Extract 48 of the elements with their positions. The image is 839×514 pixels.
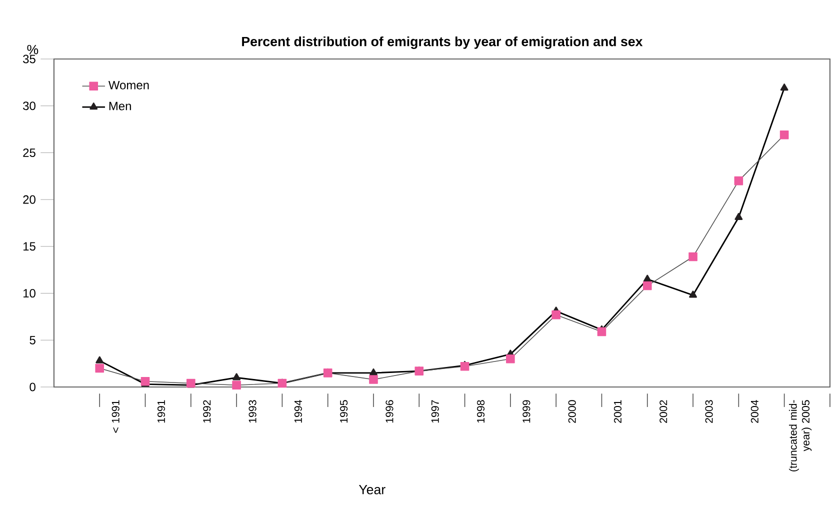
point (689, 290, 697, 298)
x-tick-label: 1998 (477, 400, 485, 423)
x-tick-label: 1992 (203, 400, 211, 423)
point (688, 252, 698, 262)
point (506, 354, 515, 364)
legend-label: Men (109, 102, 131, 110)
x-tick-label: < 1991 (112, 400, 120, 433)
y-tick-label: 30 (23, 102, 36, 110)
x-tick-label: 1993 (248, 400, 256, 423)
x-tick-label: 2003 (705, 400, 713, 423)
y-tick-label: 20 (23, 195, 36, 204)
chart-title: Percent distribution of emigrants by year of emigration and sex (242, 36, 643, 49)
y-tick-label: 5 (30, 336, 36, 344)
x-tick-label: 1997 (431, 400, 439, 423)
point (734, 212, 743, 220)
x-axis-title: Year (358, 484, 386, 494)
y-tick-label: 10 (23, 289, 36, 298)
x-tick-label: (truncated mid-year) 2005 (788, 400, 812, 472)
point (140, 376, 150, 386)
point (643, 274, 652, 282)
point (734, 176, 744, 186)
x-tick-label: 2000 (568, 400, 576, 423)
point (780, 130, 789, 140)
point (642, 281, 652, 290)
y-tick-label: 25 (23, 148, 36, 157)
point (232, 380, 241, 390)
point (460, 362, 470, 371)
x-tick-label: 2004 (750, 400, 758, 423)
x-tick-label: 1991 (157, 400, 166, 423)
point (232, 373, 241, 380)
point (96, 356, 104, 364)
y-tick-label: 35 (23, 54, 36, 64)
point (95, 364, 104, 373)
y-tick-label: 15 (23, 242, 36, 251)
legend-label: Women (108, 80, 149, 90)
x-tick-label: 2002 (660, 400, 668, 423)
point (370, 368, 378, 376)
y-axis-title: % (27, 44, 38, 54)
x-tick-label: 1996 (386, 400, 394, 423)
x-tick-label: 1999 (522, 400, 530, 423)
point (369, 375, 378, 384)
y-tick-label: 0 (30, 382, 36, 392)
x-tick-label: 1995 (340, 400, 348, 423)
x-tick-label: 1994 (294, 400, 302, 423)
x-tick-label: 2001 (614, 400, 622, 423)
point (552, 310, 560, 320)
point (780, 84, 788, 91)
point (597, 327, 606, 336)
